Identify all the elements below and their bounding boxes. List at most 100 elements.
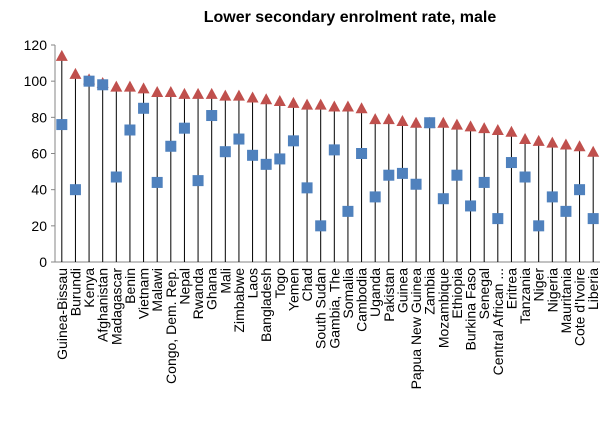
y-tick-label: 40 [31, 182, 47, 198]
square-marker [560, 205, 572, 217]
triangle-marker [69, 67, 82, 79]
triangle-marker [123, 80, 136, 92]
triangle-marker [314, 98, 327, 110]
triangle-marker [178, 87, 191, 99]
y-tick-label: 20 [31, 218, 47, 234]
square-marker [69, 184, 81, 196]
x-tick-label: Rwanda [190, 268, 206, 320]
x-tick-label: Nepal [176, 268, 192, 305]
square-marker [110, 171, 122, 183]
x-tick-label: Bangladesh [258, 268, 274, 342]
x-tick-label: Eritrea [503, 268, 519, 309]
square-marker [83, 75, 95, 87]
x-tick-label: Afghanistan [95, 268, 111, 342]
x-tick-label: Kenya [81, 268, 97, 308]
x-tick-label: Vietnam [136, 268, 152, 319]
x-tick-label: Burundi [67, 268, 83, 316]
square-marker [574, 184, 586, 196]
square-marker [138, 102, 150, 114]
square-marker [451, 169, 463, 181]
triangle-marker [382, 113, 395, 125]
square-marker [165, 140, 177, 152]
square-marker [424, 117, 436, 129]
x-tick-label: Liberia [585, 268, 601, 310]
y-tick-label: 120 [24, 37, 48, 53]
x-tick-label: Congo, Dem. Rep. [163, 268, 179, 384]
triangle-marker [151, 86, 164, 98]
triangle-marker [437, 116, 450, 128]
y-tick-label: 80 [31, 109, 47, 125]
x-tick-label: Malawi [149, 268, 165, 312]
square-marker [274, 153, 286, 165]
triangle-marker [219, 89, 232, 101]
square-marker [410, 178, 422, 190]
triangle-marker [301, 98, 314, 110]
square-marker [219, 146, 231, 158]
x-tick-label: Tanzania [517, 268, 533, 324]
square-marker [383, 169, 395, 181]
x-tick-label: Uganda [367, 268, 383, 317]
square-marker [97, 79, 109, 91]
square-marker [369, 191, 381, 203]
x-tick-label: Guinea [394, 268, 410, 313]
triangle-marker [355, 102, 368, 114]
x-tick-label: Central African ... [490, 268, 506, 375]
triangle-marker [559, 138, 572, 150]
triangle-marker [287, 96, 300, 108]
square-marker [505, 157, 517, 169]
square-marker [287, 135, 299, 147]
x-tick-label: Mauritania [558, 268, 574, 334]
triangle-marker [273, 95, 286, 107]
triangle-marker [55, 49, 68, 61]
x-tick-label: Guinea-Bissau [54, 268, 70, 360]
x-tick-label: Mozambique [435, 268, 451, 348]
square-marker [492, 213, 504, 225]
square-marker [315, 220, 327, 232]
x-tick-label: Mali [217, 268, 233, 294]
triangle-marker [532, 134, 545, 146]
y-tick-label: 100 [24, 73, 48, 89]
square-marker [260, 158, 272, 170]
square-marker [124, 124, 136, 136]
square-marker [478, 176, 490, 188]
x-tick-label: Niger [531, 268, 547, 302]
square-marker [533, 220, 545, 232]
triangle-marker [396, 114, 409, 126]
triangle-marker [137, 82, 150, 94]
square-marker [342, 205, 354, 217]
triangle-marker [478, 122, 491, 134]
square-marker [328, 144, 340, 156]
triangle-marker [232, 89, 245, 101]
square-marker [301, 182, 313, 194]
square-marker [587, 213, 599, 225]
triangle-marker [192, 87, 205, 99]
square-marker [437, 193, 449, 205]
triangle-marker [546, 136, 559, 148]
square-marker [519, 171, 531, 183]
square-marker [192, 175, 204, 187]
square-marker [546, 191, 558, 203]
square-marker [356, 148, 368, 159]
triangle-marker [573, 140, 586, 152]
square-marker [396, 167, 408, 179]
triangle-marker [328, 100, 341, 112]
x-tick-label: Chad [299, 268, 315, 301]
x-tick-label: Zambia [422, 268, 438, 315]
y-tick-label: 60 [31, 146, 47, 162]
triangle-marker [246, 91, 259, 103]
square-marker [56, 119, 68, 131]
triangle-marker [341, 100, 354, 112]
x-tick-label: Cambodia [354, 268, 370, 332]
x-tick-label: Cote d'Ivoire [572, 268, 588, 346]
triangle-marker [464, 120, 477, 132]
triangle-marker [587, 145, 600, 157]
triangle-marker [410, 116, 423, 128]
x-tick-label: Zimbabwe [231, 268, 247, 333]
x-tick-label: Ethiopia [449, 268, 465, 319]
square-marker [151, 176, 163, 188]
y-tick-label: 0 [39, 254, 47, 270]
triangle-marker [205, 87, 218, 99]
x-tick-label: Ghana [204, 268, 220, 310]
triangle-marker [491, 123, 504, 135]
